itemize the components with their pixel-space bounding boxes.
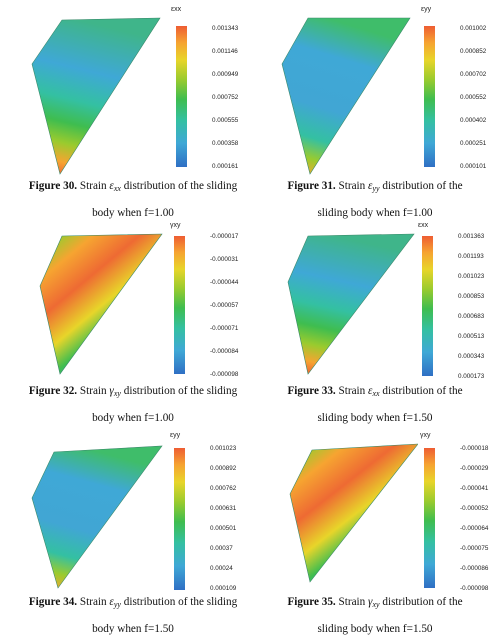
colorbar-tick: -0.000064 xyxy=(460,525,489,532)
colorbar-tick: -0.000071 xyxy=(210,325,239,332)
colorbar-tick: 0.001343 xyxy=(212,25,239,32)
colorbar-title: εyy xyxy=(170,432,181,439)
figure-caption: Figure 30. Strain εxx distribution of th… xyxy=(28,180,238,219)
colorbar-tick: 0.000101 xyxy=(460,163,487,170)
colorbar-tick: 0.000513 xyxy=(458,333,485,340)
strain-contour-plot xyxy=(39,233,163,375)
colorbar-tick: -0.000044 xyxy=(210,279,239,286)
figure-caption: Figure 34. Strain εyy distribution of th… xyxy=(28,596,238,635)
figure-caption: Figure 32. Strain γxy distribution of th… xyxy=(28,385,238,424)
colorbar-tick: 0.000501 xyxy=(210,525,237,532)
colorbar-tick: 0.001363 xyxy=(458,233,485,240)
colorbar-tick: -0.000031 xyxy=(210,256,239,263)
colorbar-tick: 0.000949 xyxy=(212,71,239,78)
strain-contour-plot xyxy=(287,233,415,375)
figure-caption: Figure 31. Strain εyy distribution of th… xyxy=(287,180,463,219)
colorbar-tick: 0.000109 xyxy=(210,585,237,592)
colorbar-tick: -0.000057 xyxy=(210,302,239,309)
colorbar-tick: 0.000762 xyxy=(210,485,237,492)
figure-caption: Figure 35. Strain γxy distribution of th… xyxy=(287,596,463,635)
colorbar-title: γxy xyxy=(420,432,431,439)
colorbar-tick: -0.000052 xyxy=(460,505,489,512)
colorbar-tick: 0.001002 xyxy=(460,25,487,32)
colorbar-tick: -0.000041 xyxy=(460,485,489,492)
colorbar-tick: 0.001146 xyxy=(212,48,238,55)
colorbar-tick: 0.000251 xyxy=(460,140,487,147)
colorbar-tick: 0.000173 xyxy=(458,373,485,380)
colorbar-tick: 0.001193 xyxy=(458,253,484,260)
colorbar-tick: -0.000018 xyxy=(460,445,489,452)
figure-caption: Figure 33. Strain εxx distribution of th… xyxy=(287,385,463,424)
colorbar-tick: 0.000358 xyxy=(212,140,239,147)
colorbar xyxy=(424,26,435,167)
colorbar-tick: 0.000631 xyxy=(210,505,237,512)
colorbar-title: εxx xyxy=(418,222,429,229)
colorbar-title: εxx xyxy=(171,6,182,13)
colorbar-tick: 0.00037 xyxy=(210,545,233,552)
strain-contour-plot xyxy=(281,17,411,175)
figure-34: εyy 0.001023 0.000892 0.000762 0.000631 … xyxy=(18,432,248,640)
colorbar-tick: 0.000702 xyxy=(460,71,487,78)
colorbar-title: γxy xyxy=(170,222,181,229)
colorbar xyxy=(176,26,187,167)
colorbar-tick: -0.000075 xyxy=(460,545,489,552)
colorbar-tick: -0.000029 xyxy=(460,465,489,472)
colorbar-tick: 0.000892 xyxy=(210,465,237,472)
figure-32: γxy -0.000017 -0.000031 -0.000044 -0.000… xyxy=(18,222,248,432)
colorbar xyxy=(174,236,185,374)
figure-30: εxx 0.001343 0.001146 0.000949 0.000752 … xyxy=(18,6,248,223)
figure-35: γxy -0.000018 -0.000029 -0.000041 -0.000… xyxy=(268,432,498,640)
colorbar-tick: 0.000161 xyxy=(212,163,239,170)
colorbar-tick: -0.000098 xyxy=(460,585,489,592)
colorbar-tick: 0.000402 xyxy=(460,117,487,124)
figure-label: Figure 31. xyxy=(287,180,336,192)
colorbar-tick: 0.00024 xyxy=(210,565,233,572)
colorbar-title: εyy xyxy=(421,6,432,13)
colorbar-tick: 0.000752 xyxy=(212,94,239,101)
figure-33: εxx 0.001363 0.001193 0.001023 0.000853 … xyxy=(268,222,498,432)
strain-contour-plot xyxy=(31,17,161,175)
colorbar-tick: 0.000852 xyxy=(460,48,487,55)
colorbar-tick: -0.000017 xyxy=(210,233,239,240)
colorbar xyxy=(174,448,185,590)
figure-label: Figure 32. xyxy=(28,385,78,397)
figure-label: Figure 34. xyxy=(28,596,78,608)
colorbar-tick: 0.001023 xyxy=(458,273,485,280)
figure-label: Figure 30. xyxy=(28,180,78,192)
figure-label: Figure 35. xyxy=(287,596,336,608)
colorbar-tick: 0.000555 xyxy=(212,117,239,124)
colorbar-tick: -0.000098 xyxy=(210,371,239,378)
colorbar-tick: -0.000086 xyxy=(460,565,489,572)
colorbar-tick: 0.000853 xyxy=(458,293,485,300)
figure-31: εyy 0.001002 0.000852 0.000702 0.000552 … xyxy=(268,6,498,223)
colorbar-tick: 0.000552 xyxy=(460,94,487,101)
figure-label: Figure 33. xyxy=(287,385,336,397)
colorbar-tick: 0.000683 xyxy=(458,313,485,320)
colorbar xyxy=(422,236,433,376)
colorbar-tick: 0.001023 xyxy=(210,445,237,452)
strain-contour-plot xyxy=(31,445,163,589)
colorbar-tick: -0.000084 xyxy=(210,348,239,355)
colorbar-tick: 0.000343 xyxy=(458,353,485,360)
colorbar xyxy=(424,448,435,588)
strain-contour-plot xyxy=(289,443,418,583)
